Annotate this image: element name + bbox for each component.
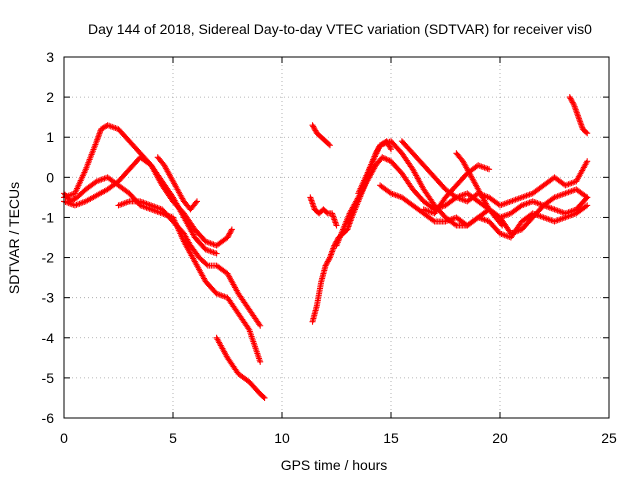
x-tick-label: 10 <box>274 430 290 446</box>
data-point <box>584 194 591 201</box>
y-tick-label: -3 <box>42 290 55 306</box>
series-track-11 <box>355 138 591 241</box>
axis-ticks: 0 5 10 15 20 25 -6 -5 -4 -3 -2 -1 0 1 2 3 <box>42 49 617 446</box>
data-point <box>228 226 235 233</box>
y-tick-label: -2 <box>42 250 55 266</box>
data-point <box>583 129 590 136</box>
series-track-3 <box>61 154 235 249</box>
data-point <box>499 222 506 229</box>
data-point <box>582 193 589 200</box>
y-axis-label: SDTVAR / TECUs <box>6 182 22 294</box>
data-point <box>213 250 220 257</box>
data-point <box>193 198 200 205</box>
series-track-6 <box>213 334 268 401</box>
y-tick-label: -6 <box>42 410 55 426</box>
x-tick-label: 25 <box>601 430 617 446</box>
series-track-7 <box>307 194 340 229</box>
data-point <box>430 217 437 224</box>
y-tick-label: -1 <box>42 209 55 225</box>
data-point <box>192 199 199 206</box>
data-point <box>584 202 591 209</box>
data-point <box>326 142 333 149</box>
series-track-16 <box>566 94 591 137</box>
data-point <box>570 100 577 107</box>
x-tick-label: 15 <box>383 430 399 446</box>
data-point <box>257 322 264 329</box>
y-tick-label: -4 <box>42 330 55 346</box>
series-track-15 <box>420 162 493 217</box>
x-axis-label: GPS time / hours <box>281 457 388 473</box>
x-tick-label: 0 <box>60 430 68 446</box>
data-point <box>333 222 340 229</box>
data-point <box>325 141 332 148</box>
data-point <box>388 146 394 153</box>
chart-title: Day 144 of 2018, Sidereal Day-to-day VTE… <box>88 21 592 37</box>
data-point <box>387 144 394 151</box>
series-track-8 <box>309 138 394 325</box>
y-tick-label: -5 <box>42 370 55 386</box>
series-track-13 <box>398 138 591 209</box>
data-point <box>584 158 591 165</box>
series-track-1 <box>61 174 264 365</box>
y-tick-label: 0 <box>46 169 54 185</box>
data-point <box>257 358 264 365</box>
data-point <box>326 255 333 262</box>
y-tick-label: 2 <box>46 89 54 105</box>
data-points <box>61 94 591 401</box>
data-point <box>582 203 589 210</box>
data-point <box>486 166 493 173</box>
series-track-9 <box>309 122 333 149</box>
plot-frame <box>63 56 610 419</box>
data-point <box>203 261 210 268</box>
y-tick-label: 1 <box>46 129 54 145</box>
data-point <box>260 393 267 400</box>
x-tick-label: 5 <box>169 430 177 446</box>
x-tick-label: 20 <box>492 430 508 446</box>
data-point <box>228 227 235 234</box>
data-point <box>261 394 268 401</box>
series-track-4 <box>115 198 264 329</box>
series-track-5 <box>154 154 200 213</box>
y-tick-label: 3 <box>46 49 54 65</box>
series-track-12 <box>377 182 591 237</box>
data-point <box>584 130 591 137</box>
data-point <box>498 221 505 228</box>
data-point <box>452 221 459 228</box>
